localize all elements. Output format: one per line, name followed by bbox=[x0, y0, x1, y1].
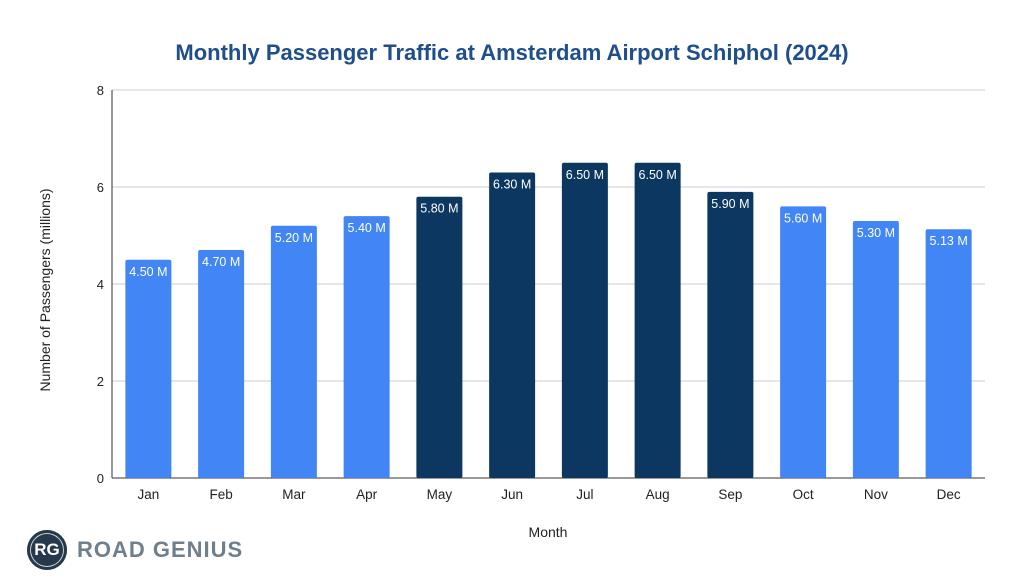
data-label: 5.30 M bbox=[857, 226, 895, 240]
bar-jul bbox=[561, 162, 608, 478]
bar-mar bbox=[270, 225, 317, 478]
bar-apr bbox=[343, 216, 390, 478]
x-tick-label: Jan bbox=[137, 487, 159, 502]
y-axis-label: Number of Passengers (millions) bbox=[37, 188, 53, 391]
x-tick-label: Nov bbox=[864, 487, 888, 502]
bar-dec bbox=[925, 229, 972, 478]
x-tick-label: Mar bbox=[282, 487, 306, 502]
bar-feb bbox=[198, 250, 245, 478]
road-genius-logo: RG ROAD GENIUS bbox=[27, 530, 243, 570]
x-tick-label: May bbox=[427, 487, 453, 502]
data-label: 6.50 M bbox=[566, 168, 604, 182]
data-label: 4.50 M bbox=[129, 265, 167, 279]
x-tick-label: Sep bbox=[718, 487, 742, 502]
data-label: 5.90 M bbox=[711, 197, 749, 211]
data-label: 5.13 M bbox=[930, 234, 968, 248]
x-tick-label: Jun bbox=[501, 487, 523, 502]
bar-sep bbox=[707, 191, 754, 478]
y-tick-label: 8 bbox=[97, 83, 104, 98]
x-tick-label: Dec bbox=[937, 487, 961, 502]
data-label: 6.30 M bbox=[493, 177, 531, 191]
x-tick-label: Jul bbox=[576, 487, 593, 502]
bar-may bbox=[416, 196, 463, 478]
data-label: 5.80 M bbox=[420, 202, 458, 216]
data-label: 6.50 M bbox=[639, 168, 677, 182]
data-label: 5.40 M bbox=[348, 221, 386, 235]
x-tick-label: Apr bbox=[356, 487, 378, 502]
logo-name: ROAD GENIUS bbox=[77, 537, 244, 562]
x-tick-label: Oct bbox=[793, 487, 814, 502]
bar-oct bbox=[780, 206, 827, 478]
logo-badge: RG bbox=[27, 530, 67, 570]
bar-aug bbox=[634, 162, 681, 478]
x-tick-label: Aug bbox=[646, 487, 670, 502]
y-tick-label: 4 bbox=[97, 277, 104, 292]
data-label: 5.20 M bbox=[275, 231, 313, 245]
y-tick-label: 2 bbox=[97, 374, 104, 389]
y-tick-label: 6 bbox=[97, 180, 104, 195]
y-tick-label: 0 bbox=[97, 471, 104, 486]
chart-title: Monthly Passenger Traffic at Amsterdam A… bbox=[175, 40, 848, 65]
bar-nov bbox=[852, 220, 899, 478]
data-label: 5.60 M bbox=[784, 211, 822, 225]
x-tick-label: Feb bbox=[209, 487, 232, 502]
bar-jan bbox=[125, 259, 172, 478]
data-label: 4.70 M bbox=[202, 255, 240, 269]
x-axis-label: Month bbox=[529, 524, 568, 540]
bar-jun bbox=[489, 172, 536, 478]
